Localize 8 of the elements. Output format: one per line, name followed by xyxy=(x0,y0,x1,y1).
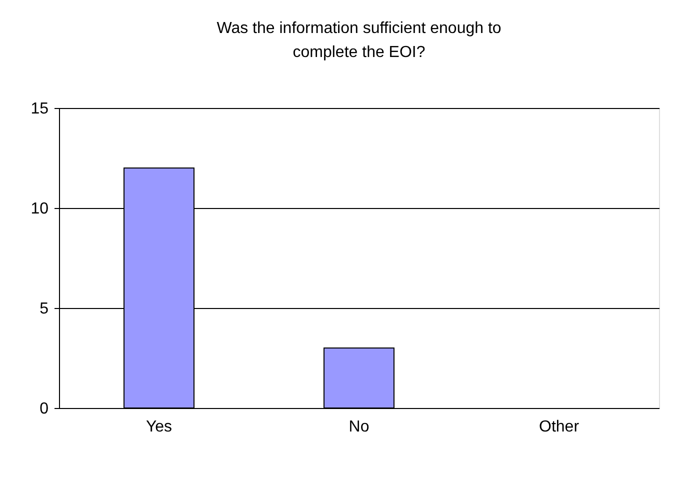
x-tick-label: Yes xyxy=(146,418,172,436)
y-tick-label: 5 xyxy=(40,300,49,318)
x-tick-label: No xyxy=(348,418,370,436)
y-tick-label: 15 xyxy=(30,100,49,118)
chart-title: Was the information sufficient enough to complete the EOI? xyxy=(216,20,502,61)
y-tick-label: 0 xyxy=(40,400,49,418)
y-tick-label: 10 xyxy=(30,200,49,218)
x-tick-label: Other xyxy=(538,418,580,436)
